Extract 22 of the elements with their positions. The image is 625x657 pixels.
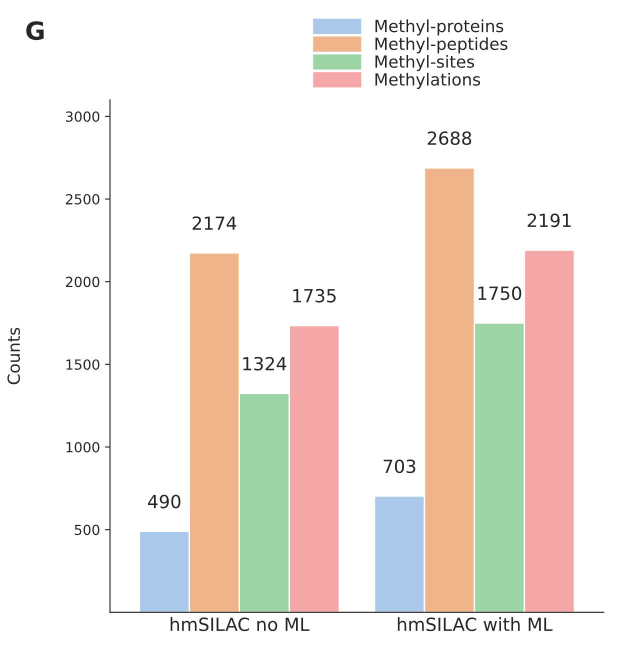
legend-label: Methyl-peptides (376, 37, 508, 54)
data-label: 1750 (478, 286, 522, 300)
data-label: 1324 (243, 356, 286, 371)
x-tick-label: hmSILAC with ML (398, 617, 553, 632)
legend-label: Methyl-proteins (376, 19, 504, 36)
text: G (26, 21, 44, 40)
y-axis-title: Counts (7, 328, 20, 384)
y-tick-label: 2500 (66, 194, 100, 205)
x-tick-label: hmSILAC no ML (170, 617, 310, 632)
y-tick-label: 2000 (66, 276, 100, 288)
data-label: 2191 (528, 214, 571, 228)
data-label: 2174 (192, 216, 236, 230)
data-label: 2688 (428, 131, 472, 146)
legend-label: Methylations (376, 72, 480, 89)
y-tick-label: 1000 (66, 442, 100, 452)
legend-label: Methyl-sites (376, 55, 474, 72)
data-label: 1735 (293, 288, 336, 303)
data-label: 703 (384, 460, 416, 474)
data-label: 490 (148, 494, 180, 508)
y-tick-label: 3000 (66, 111, 100, 122)
y-tick-label: 1500 (66, 359, 100, 370)
y-tick-label: 500 (74, 524, 100, 536)
